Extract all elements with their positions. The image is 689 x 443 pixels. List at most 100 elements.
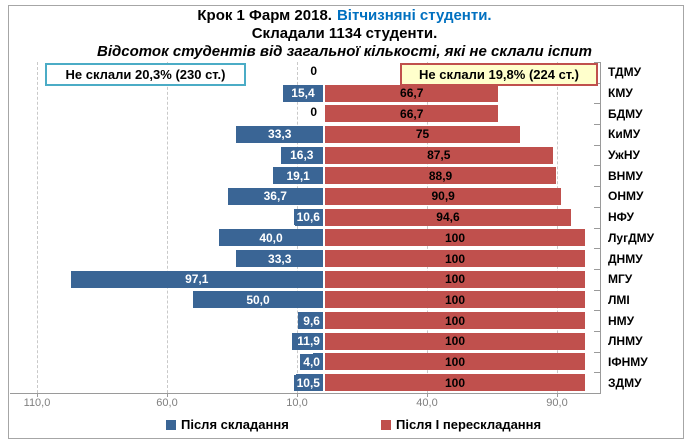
chart-title-line2: Складали 1134 студенти. xyxy=(251,25,438,42)
bar-after-taking: 33,3 xyxy=(236,250,323,268)
bar-value-label: 100 xyxy=(444,272,466,287)
category-label: ЛНМУ xyxy=(608,334,643,349)
bar-value-label: 87,5 xyxy=(427,148,451,163)
bar-value-label: 88,9 xyxy=(428,168,453,183)
category-axis-tick xyxy=(594,144,601,146)
category-axis-tick xyxy=(594,62,601,63)
bar-value-label: 66,7 xyxy=(400,106,424,121)
category-label: ЛМІ xyxy=(608,292,630,307)
bar-after-retake: 100 xyxy=(325,332,585,350)
category-label: ВНМУ xyxy=(608,168,643,183)
bar-after-retake: 100 xyxy=(325,229,585,247)
value-axis-label: 110,0 xyxy=(23,397,51,409)
bar-value-label: 11,9 xyxy=(294,333,323,350)
bar-after-taking: 36,7 xyxy=(227,187,323,205)
bar-after-retake: 90,9 xyxy=(325,187,562,205)
value-axis-tick xyxy=(297,393,298,397)
bar-after-taking: 10,6 xyxy=(293,208,323,226)
bar-value-label: 10,6 xyxy=(293,209,323,226)
annotation-not-passed-right: Не склали 19,8% (224 ст.) xyxy=(400,63,598,86)
bar-value-label: 100 xyxy=(444,251,466,266)
category-axis-tick xyxy=(594,165,601,167)
value-axis-label: 90,0 xyxy=(546,397,568,409)
bar-after-taking: 40,0 xyxy=(219,229,323,247)
category-label: КиМУ xyxy=(608,127,641,142)
value-axis-tick xyxy=(37,393,38,397)
value-axis-tick xyxy=(557,393,558,397)
category-axis-tick xyxy=(594,351,601,353)
bar-after-retake: 100 xyxy=(325,312,585,330)
bar-value-label: 75 xyxy=(415,127,430,142)
chart-title-line1: Крок 1 Фарм 2018. Вітчизняні студенти. xyxy=(0,7,689,25)
category-axis-tick xyxy=(594,186,601,188)
bar-value-label: 16,3 xyxy=(290,148,314,163)
category-axis-tick xyxy=(594,103,601,105)
bar-after-taking: 16,3 xyxy=(280,146,323,164)
category-label: МГУ xyxy=(608,272,633,287)
value-axis-label: 10,0 xyxy=(286,397,308,409)
category-label: НМУ xyxy=(608,313,635,328)
bar-value-label: 19,1 xyxy=(286,168,310,183)
legend-label-after-retake: Після І перескладання xyxy=(396,417,542,432)
bar-value-label: 100 xyxy=(444,334,466,349)
bar-value-label: 36,7 xyxy=(263,189,287,204)
category-axis-tick xyxy=(594,206,601,208)
bar-after-retake: 100 xyxy=(325,374,585,392)
bar-value-label: 100 xyxy=(444,230,466,245)
bar-after-retake: 100 xyxy=(325,270,585,288)
bar-after-retake: 94,6 xyxy=(325,208,571,226)
gridline xyxy=(297,62,298,393)
bar-after-taking: 97,1 xyxy=(70,270,323,288)
category-axis-line xyxy=(600,62,601,393)
bar-after-retake: 88,9 xyxy=(325,167,557,185)
bar-zero-label: 0 xyxy=(310,105,317,120)
gridline xyxy=(557,62,558,393)
bar-after-retake: 75 xyxy=(325,125,520,143)
category-axis-tick xyxy=(594,310,601,312)
category-axis-tick xyxy=(594,268,601,270)
bar-after-taking: 9,6 xyxy=(298,312,323,330)
bar-after-taking: 15,4 xyxy=(282,84,323,102)
category-label: УжНУ xyxy=(608,148,640,163)
bar-value-label: 40,0 xyxy=(259,230,283,245)
value-axis-line xyxy=(10,393,600,394)
bar-value-label: 4,0 xyxy=(300,353,323,370)
bar-value-label: 50,0 xyxy=(246,292,270,307)
bar-value-label: 33,3 xyxy=(268,251,292,266)
category-axis-tick xyxy=(594,330,601,332)
bar-zero-label: 0 xyxy=(310,64,317,78)
category-label: ДНМУ xyxy=(608,251,643,266)
chart-title-line3: Відсоток студентів від загальної кількос… xyxy=(97,43,592,60)
category-label: КМУ xyxy=(608,86,633,101)
bar-after-retake: 100 xyxy=(325,291,585,309)
bar-after-taking: 4,0 xyxy=(300,353,323,371)
bar-value-label: 66,7 xyxy=(400,86,424,101)
value-axis-tick xyxy=(427,393,428,397)
bar-value-label: 97,1 xyxy=(185,272,209,287)
value-axis-label: 60,0 xyxy=(156,397,178,409)
title-part-black: Крок 1 Фарм 2018. xyxy=(197,7,332,24)
bar-after-retake: 66,7 xyxy=(325,105,499,123)
legend-swatch-blue xyxy=(166,419,176,430)
bar-value-label: 15,4 xyxy=(291,86,315,101)
bar-after-retake: 100 xyxy=(325,353,585,371)
bar-value-label: 94,6 xyxy=(436,210,460,225)
chart-title-block: Крок 1 Фарм 2018. Вітчизняні студенти. Ск… xyxy=(0,7,689,61)
bar-value-label: 100 xyxy=(444,313,466,328)
bar-value-label: 100 xyxy=(444,375,466,390)
bar-value-label: 100 xyxy=(444,292,466,307)
bar-after-taking: 10,5 xyxy=(293,374,323,392)
value-axis-label: 40,0 xyxy=(416,397,438,409)
legend-item-after-taking: Після складання xyxy=(166,417,289,432)
bar-value-label: 100 xyxy=(444,354,466,369)
bar-value-label: 10,5 xyxy=(293,374,323,391)
bar-value-label: 90,9 xyxy=(431,189,455,204)
gridline xyxy=(427,62,428,393)
category-axis-tick xyxy=(594,248,601,250)
category-axis-tick xyxy=(594,227,601,229)
category-axis-tick xyxy=(594,372,601,374)
bar-value-label: 9,6 xyxy=(300,312,323,329)
bar-after-retake: 100 xyxy=(325,250,585,268)
gridline xyxy=(167,62,168,393)
